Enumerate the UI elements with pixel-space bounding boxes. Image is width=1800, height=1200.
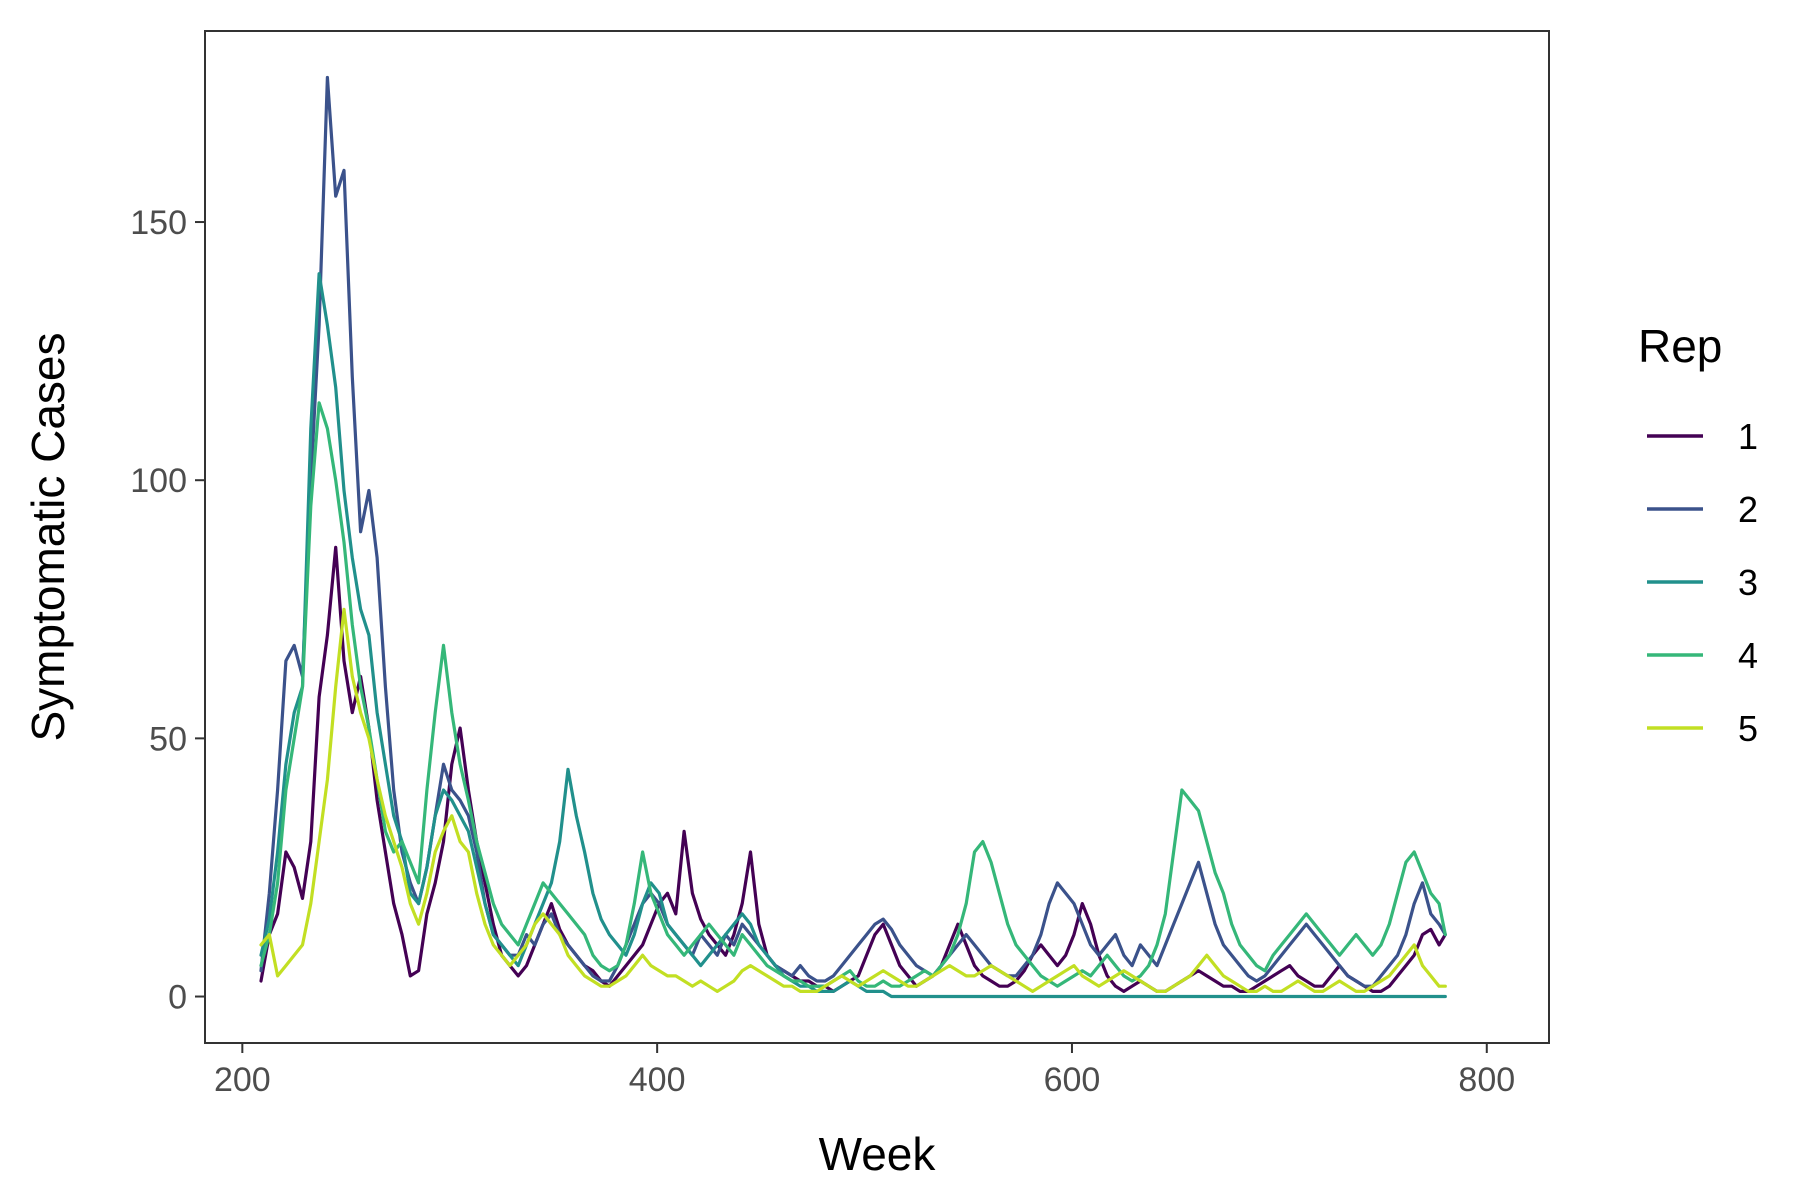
y-axis-title: Symptomatic Cases bbox=[22, 332, 74, 741]
y-tick-label-50: 50 bbox=[149, 720, 187, 758]
series-line-5 bbox=[259, 607, 1447, 993]
x-tick-label-400: 400 bbox=[629, 1061, 686, 1099]
x-tick-label-800: 800 bbox=[1458, 1061, 1515, 1099]
legend: Rep 1 2 3 4 5 bbox=[1638, 320, 1758, 749]
series-line-3 bbox=[259, 272, 1447, 999]
y-tick-label-100: 100 bbox=[130, 462, 187, 500]
y-axis: 0 50 100 150 bbox=[130, 204, 205, 1017]
legend-label-5: 5 bbox=[1738, 708, 1758, 749]
series-line-2 bbox=[259, 75, 1447, 988]
legend-items: 1 2 3 4 5 bbox=[1647, 416, 1758, 749]
legend-label-2: 2 bbox=[1738, 489, 1758, 530]
x-tick-label-600: 600 bbox=[1044, 1061, 1101, 1099]
legend-title: Rep bbox=[1638, 320, 1722, 372]
y-tick-label-150: 150 bbox=[130, 204, 187, 242]
x-tick-label-200: 200 bbox=[214, 1061, 271, 1099]
legend-label-1: 1 bbox=[1738, 416, 1758, 457]
x-axis-title: Week bbox=[819, 1128, 937, 1180]
legend-label-3: 3 bbox=[1738, 562, 1758, 603]
series-layer bbox=[259, 75, 1447, 999]
x-axis: 200 400 600 800 bbox=[214, 1043, 1515, 1099]
legend-label-4: 4 bbox=[1738, 635, 1758, 676]
y-tick-label-0: 0 bbox=[168, 979, 187, 1017]
plot-panel bbox=[204, 30, 1550, 1044]
series-line-4 bbox=[259, 401, 1447, 988]
